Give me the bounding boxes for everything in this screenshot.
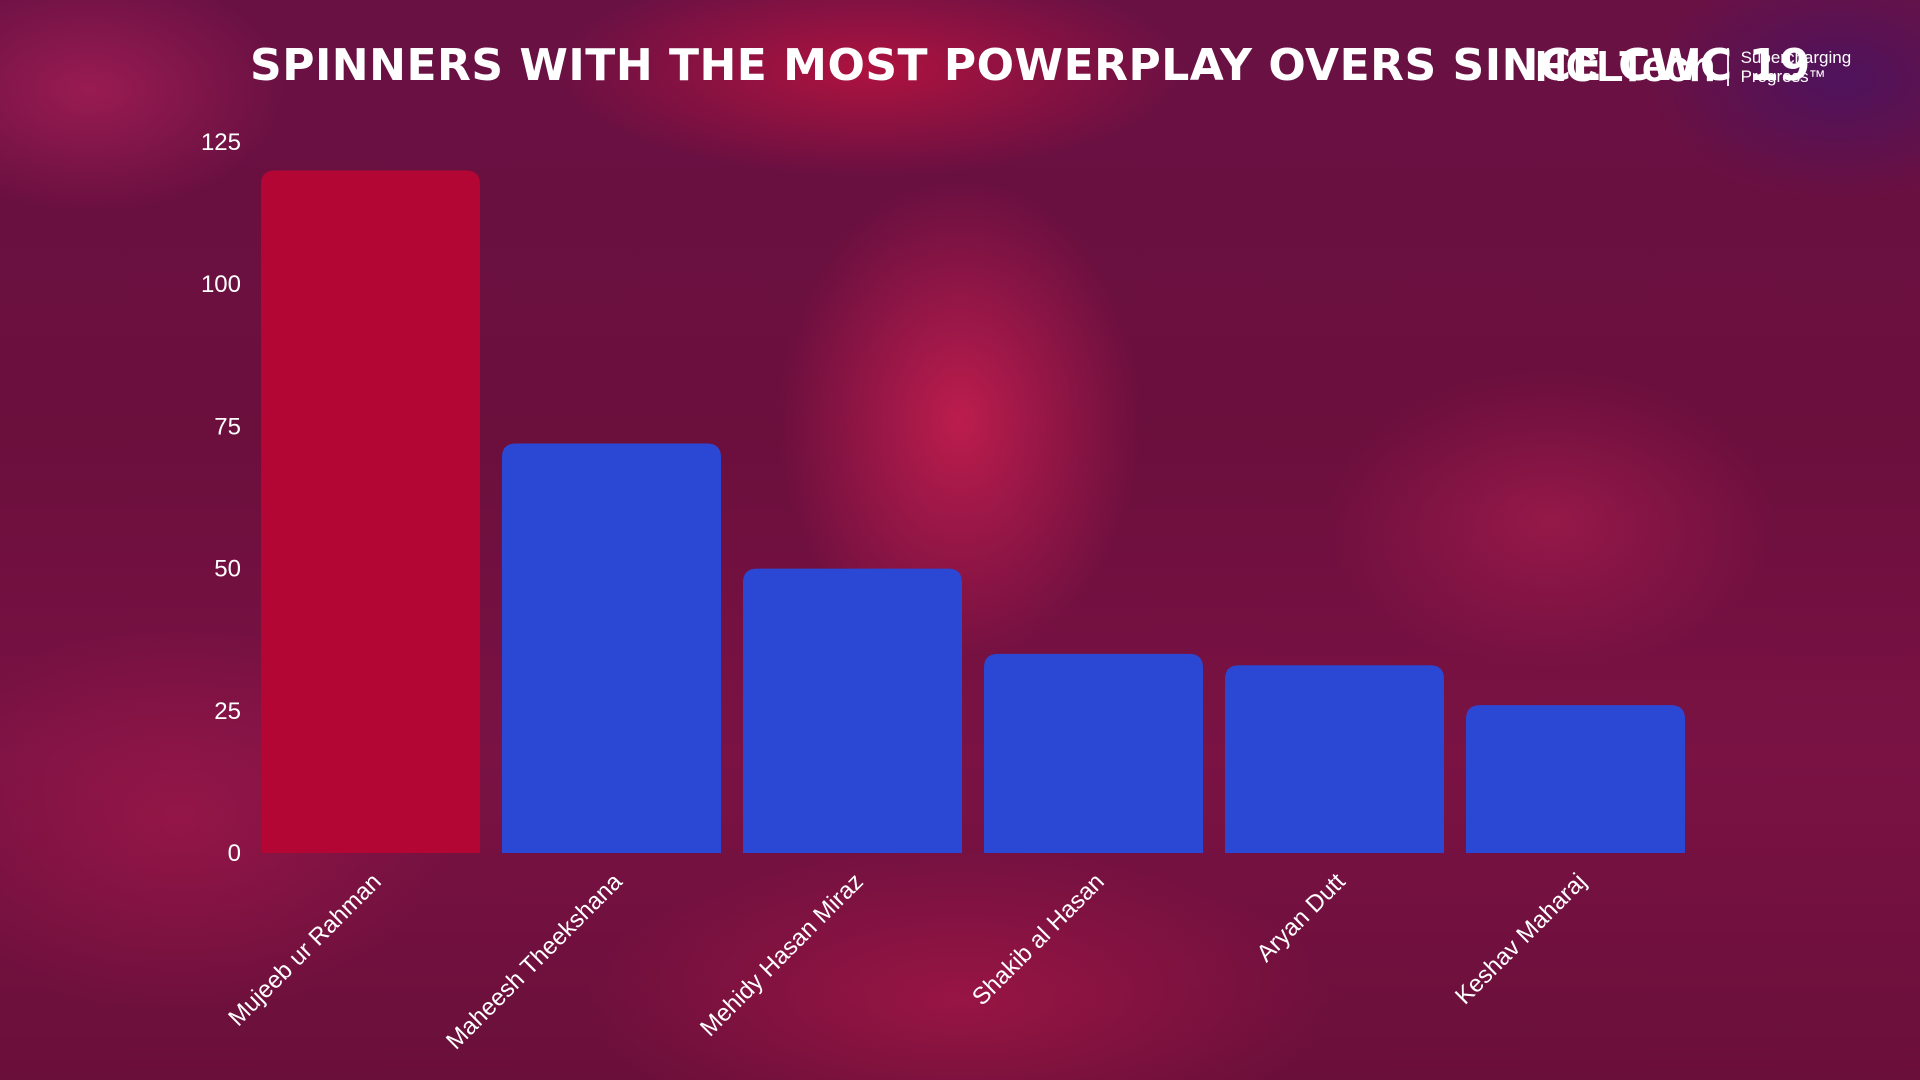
bar [743, 568, 962, 853]
x-tick-label: Aryan Dutt [1251, 868, 1350, 967]
bar [502, 443, 721, 853]
y-tick-label: 75 [214, 413, 241, 440]
logo-tagline-line2: Progress™ [1740, 67, 1826, 86]
y-tick-label: 100 [201, 271, 241, 298]
x-tick-label: Shakib al Hasan [967, 868, 1110, 1011]
x-tick-label: Maheesh Theekshana [441, 868, 628, 1055]
logo-divider [1726, 48, 1729, 86]
bar [984, 653, 1203, 853]
bar [261, 170, 480, 853]
logo-tagline-line1: Supercharging [1740, 48, 1852, 67]
bar [1225, 665, 1444, 853]
y-tick-label: 0 [228, 840, 241, 867]
y-tick-label: 50 [214, 556, 241, 583]
x-axis: Mujeeb ur Rahman Maheesh Theekshana Mehidy… [223, 868, 1591, 1055]
hcltech-logo: HCLTech Supercharging Progress™ [1535, 42, 1851, 92]
x-tick-label: Mujeeb ur Rahman [223, 868, 386, 1031]
logo-tagline: Supercharging Progress™ [1741, 48, 1852, 86]
y-tick-label: 125 [201, 129, 241, 156]
logo-wordmark: HCLTech [1535, 42, 1716, 91]
x-tick-label: Mehidy Hasan Miraz [695, 868, 869, 1042]
bars [261, 170, 1685, 853]
y-tick-label: 25 [214, 698, 241, 725]
x-tick-label: Keshav Maharaj [1450, 868, 1592, 1010]
chart-title: Spinners with the most powerplay overs s… [250, 40, 1811, 91]
y-axis: 0 25 50 75 100 125 [201, 129, 241, 867]
bar [1466, 705, 1685, 853]
